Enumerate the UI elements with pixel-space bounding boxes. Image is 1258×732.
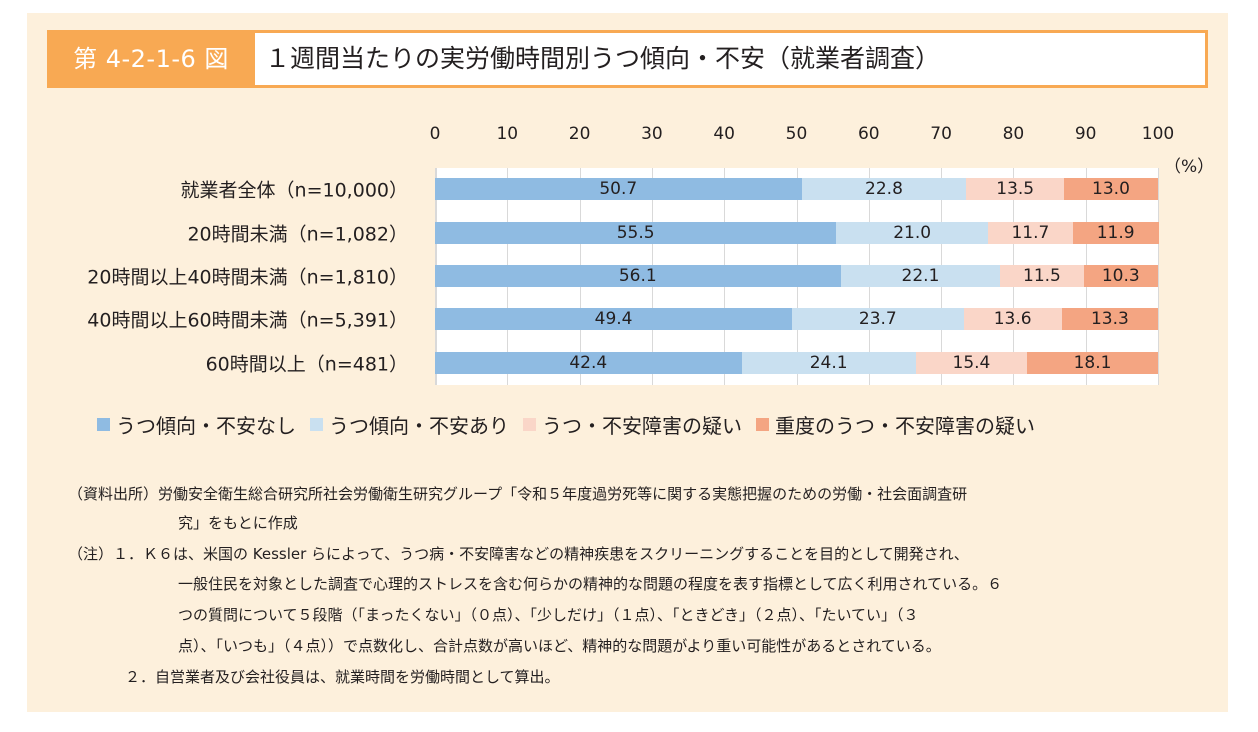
bar-segment: 11.5 <box>1000 265 1084 287</box>
legend: うつ傾向・不安なし うつ傾向・不安あり うつ・不安障害の疑い 重度のうつ・不安障害の疑… <box>97 410 1049 439</box>
bar-segment: 13.3 <box>1061 308 1158 330</box>
category-label: 40時間以上60時間未満（n=5,391） <box>87 309 408 332</box>
bar-segment: 22.1 <box>840 265 1001 287</box>
bar-segment: 24.1 <box>741 352 916 374</box>
legend-swatch-icon <box>310 418 323 431</box>
legend-swatch-icon <box>756 418 769 431</box>
note-2: ２．自営業者及び会社役員は、就業時間を労働時間として算出。 <box>125 668 560 686</box>
x-tick-label: 20 <box>568 124 591 144</box>
x-axis-unit: （%） <box>1164 157 1215 177</box>
x-tick-label: 70 <box>930 124 952 144</box>
legend-label: 重度のうつ・不安障害の疑い <box>775 414 1035 438</box>
bar-segment: 56.1 <box>435 265 841 287</box>
bar-row: 49.4 23.7 13.6 13.3 <box>435 308 1158 330</box>
legend-item: 重度のうつ・不安障害の疑い <box>756 410 1035 439</box>
bar-segment: 42.4 <box>435 352 742 374</box>
bar-segment: 13.0 <box>1063 178 1158 200</box>
legend-swatch-icon <box>523 418 536 431</box>
bar-segment: 13.6 <box>963 308 1062 330</box>
legend-label: うつ傾向・不安あり <box>329 414 509 438</box>
bar-segment: 10.3 <box>1083 265 1158 287</box>
bar-segment: 11.9 <box>1072 222 1159 244</box>
legend-swatch-icon <box>97 418 110 431</box>
legend-label: うつ・不安障害の疑い <box>542 414 742 438</box>
bar-segment: 23.7 <box>792 308 964 330</box>
bar-segment: 11.7 <box>988 222 1073 244</box>
bar-row: 42.4 24.1 15.4 18.1 <box>435 352 1158 374</box>
bar-segment: 50.7 <box>435 178 802 200</box>
category-label: 20時間未満（n=1,082） <box>187 223 408 246</box>
gridline <box>1158 168 1159 385</box>
bar-segment: 21.0 <box>836 222 989 244</box>
x-tick-label: 30 <box>641 124 663 144</box>
bar-segment: 13.5 <box>966 178 1064 200</box>
bar-segment: 15.4 <box>915 352 1028 374</box>
source-line-2: 究」をもとに作成 <box>178 514 298 532</box>
note-1-line-2: 一般住民を対象とした調査で心理的ストレスを含む何らかの精神的な問題の程度を表す指… <box>178 575 1003 593</box>
source-line-1: （資料出所）労働安全衛生総合研究所社会労働衛生研究グループ「令和５年度過労死等に… <box>68 485 968 503</box>
bar-segment: 55.5 <box>435 222 837 244</box>
figure-title-bar: 第 4-2-1-6 図 １週間当たりの実労働時間別うつ傾向・不安（就業者調査） <box>47 30 1208 88</box>
legend-item: うつ・不安障害の疑い <box>523 410 742 439</box>
x-tick-label: 60 <box>857 124 880 144</box>
bar-row: 50.7 22.8 13.5 13.0 <box>435 178 1158 200</box>
category-label: 就業者全体（n=10,000） <box>180 179 408 202</box>
category-label: 20時間以上40時間未満（n=1,810） <box>87 266 408 289</box>
x-tick-label: 100 <box>1141 124 1175 144</box>
x-tick-label: 10 <box>496 124 519 144</box>
x-tick-label: 40 <box>713 124 736 144</box>
legend-item: うつ傾向・不安あり <box>310 410 509 439</box>
bar-segment: 49.4 <box>435 308 793 330</box>
figure-title: １週間当たりの実労働時間別うつ傾向・不安（就業者調査） <box>255 33 1205 85</box>
bar-segment: 22.8 <box>801 178 967 200</box>
note-1-line-3: つの質問について５段階（「まったくない」（０点）、「少しだけ」（１点）、「ときど… <box>178 606 919 624</box>
x-tick-label: 90 <box>1074 124 1097 144</box>
note-1-line-1: （注）１．Ｋ６は、米国の Kessler らによって、うつ病・不安障害などの精神… <box>68 545 969 563</box>
bar-segment: 18.1 <box>1027 352 1158 374</box>
legend-item: うつ傾向・不安なし <box>97 410 296 439</box>
bar-row: 56.1 22.1 11.5 10.3 <box>435 265 1158 287</box>
figure-number: 第 4-2-1-6 図 <box>73 45 229 73</box>
bar-row: 55.5 21.0 11.7 11.9 <box>435 222 1159 244</box>
x-tick-label: 80 <box>1002 124 1025 144</box>
plot-area: 50.7 22.8 13.5 13.0 55.5 21.0 11.7 11.9 56.1 22.1… <box>435 168 1159 385</box>
legend-label: うつ傾向・不安なし <box>116 414 296 438</box>
note-1-line-4: 点）、「いつも」（４点））で点数化し、合計点数が高いほど、精神的な問題がより重い… <box>178 637 941 655</box>
x-tick-label: 0 <box>429 124 441 144</box>
category-label: 60時間以上（n=481） <box>205 353 408 376</box>
x-tick-label: 50 <box>785 124 808 144</box>
